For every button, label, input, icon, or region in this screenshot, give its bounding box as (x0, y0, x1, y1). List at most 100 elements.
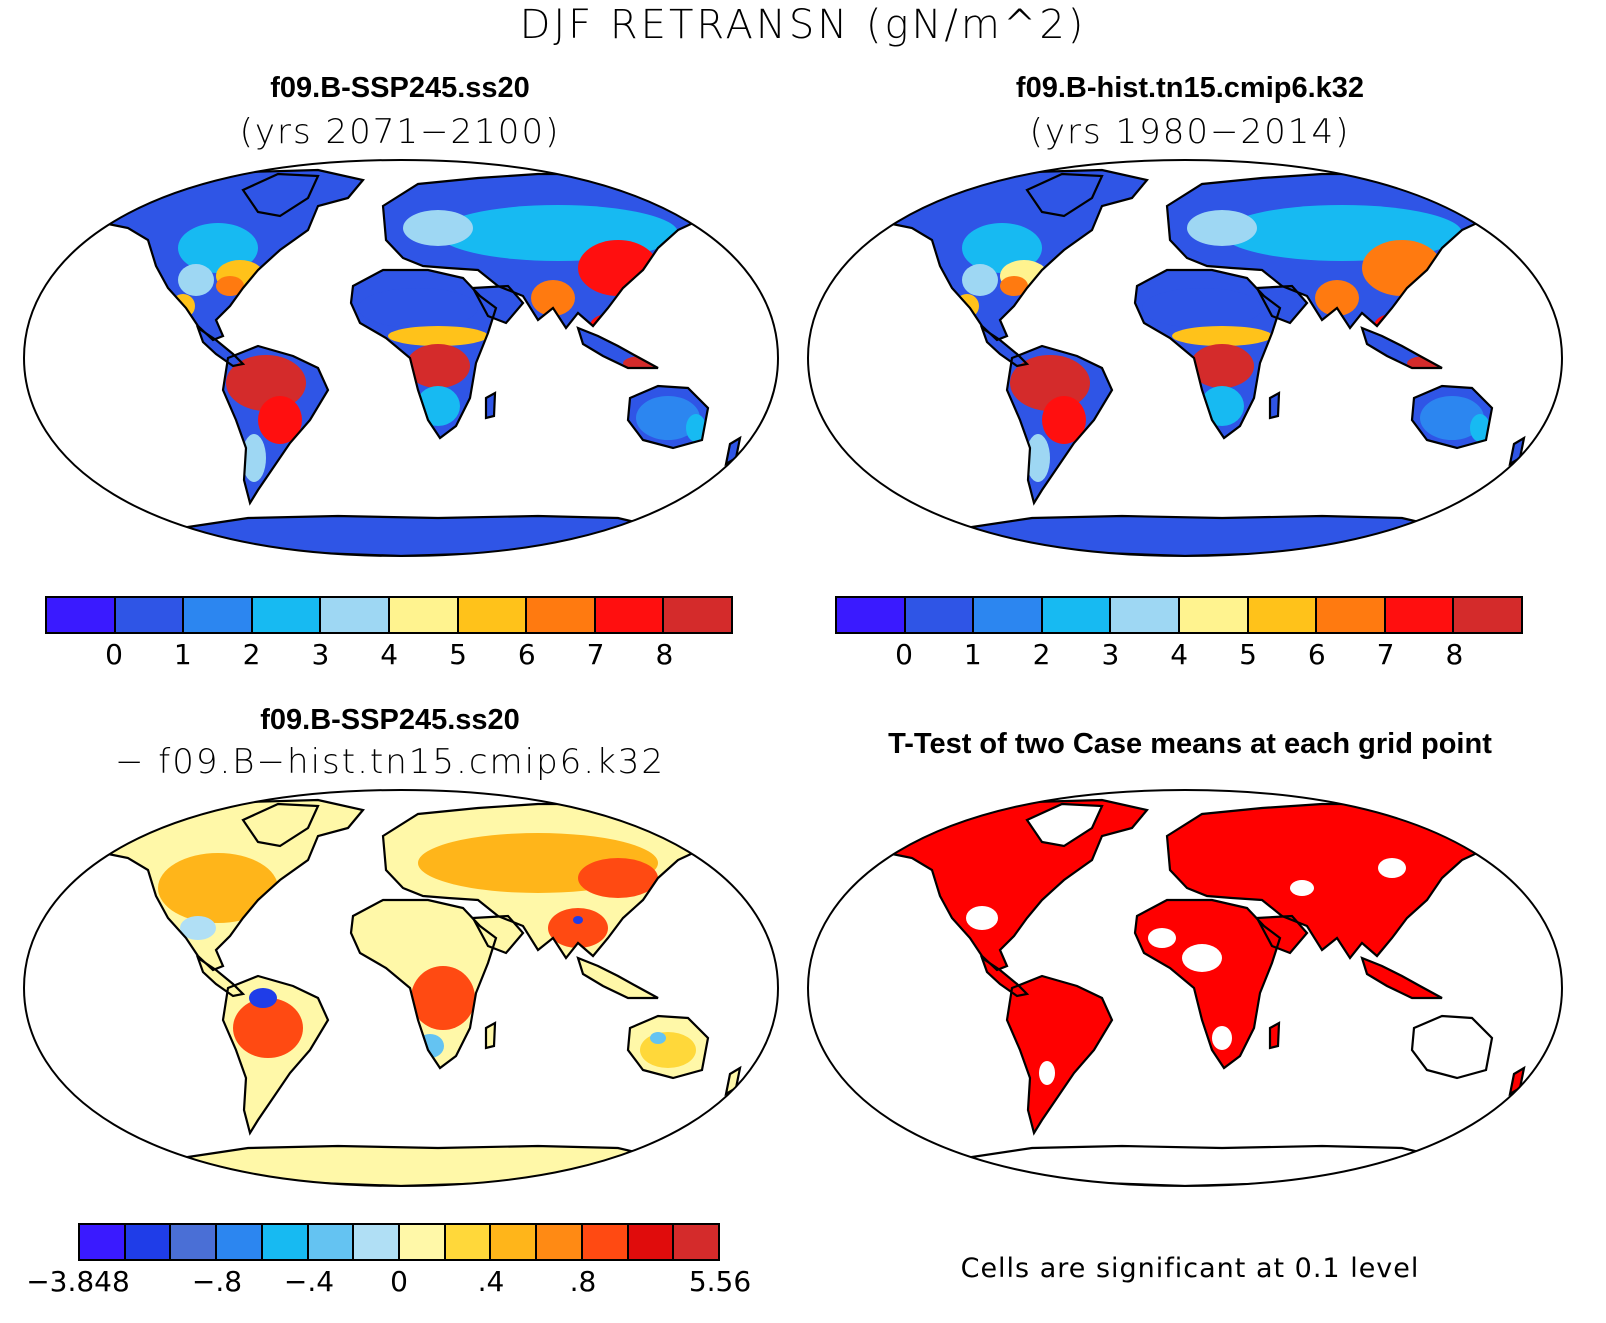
australia-interior (1420, 396, 1484, 440)
colorbar-swatch (628, 1225, 675, 1259)
colorbar-tick-label: 6 (1307, 638, 1326, 671)
colorbar-tick-label: .8 (569, 1265, 597, 1298)
land-arabia (473, 916, 523, 953)
not-significant-area (1148, 928, 1176, 948)
panel2-map (806, 158, 1564, 558)
coastline-seasia (576, 326, 659, 370)
colorbar-tick-label: .4 (477, 1265, 505, 1298)
not-significant-area (1290, 880, 1314, 896)
china (578, 240, 658, 296)
colorbar-tick-label: 7 (1376, 638, 1395, 671)
panel1-map (22, 158, 780, 558)
colorbar-swatch (582, 1225, 629, 1259)
land-nz (726, 438, 740, 464)
colorbar-tick-label: 8 (655, 638, 674, 671)
land-arabia (1257, 916, 1307, 953)
land-antarctica (952, 1146, 1462, 1186)
colorbar-tick-label: 4 (380, 638, 399, 671)
land-greenland (243, 804, 318, 846)
colorbar-tick-label: 5 (1239, 638, 1257, 671)
colorbar-swatch (308, 1225, 355, 1259)
land-arabia (473, 286, 523, 323)
coastline-seasia (576, 956, 659, 1000)
panel4-significance-note: Cells are significant at 0.1 level (960, 1253, 1420, 1284)
coastline-arabia (471, 284, 525, 325)
colorbar-swatch (47, 598, 116, 632)
panel2-colorbar (835, 596, 1523, 634)
southern-cone (242, 434, 266, 482)
australia-east (1470, 414, 1490, 442)
coastline-na (885, 168, 1150, 342)
amazon-decrease (249, 988, 277, 1008)
colorbar-swatch (537, 1225, 583, 1259)
land-nz (726, 1068, 740, 1094)
bangladesh-decrease (573, 916, 583, 924)
not-significant-area (966, 906, 998, 930)
land-australia (1412, 1016, 1492, 1078)
colorbar-tick-label: 1 (963, 638, 982, 671)
colorbar-tick-label: 3 (311, 638, 330, 671)
colorbar-swatch (262, 1225, 309, 1259)
india (1315, 280, 1359, 316)
colorbar-tick-label: 1 (173, 638, 192, 671)
coastline-africa (349, 268, 498, 440)
panel1-colorbar (45, 596, 733, 634)
coastline-africa (1133, 268, 1282, 440)
sahel (1172, 326, 1272, 346)
colorbar-tick-label: 0 (105, 638, 123, 671)
colorbar-swatch (354, 1225, 401, 1259)
land-antarctica (952, 516, 1462, 556)
coastline-australia (626, 1014, 710, 1080)
coastline-sa (1005, 344, 1114, 506)
coastline-africa (349, 898, 498, 1070)
panel3-subtitle: − f09.B−hist.tn15.cmip6.k32 (114, 742, 666, 782)
coastline-ca (979, 955, 1030, 998)
na-southeast (216, 276, 244, 296)
panel1-title: f09.B-SSP245.ss20 (270, 72, 530, 104)
colorbar-tick-label: −3.848 (26, 1265, 130, 1298)
colorbar-swatch (458, 598, 528, 632)
coastline-australia (1410, 1014, 1494, 1080)
colorbar-swatch (184, 598, 253, 632)
na-southeast (1000, 276, 1028, 296)
map-border (806, 788, 1564, 1188)
colorbar-swatch (171, 1225, 218, 1259)
land-africa (1135, 900, 1280, 1068)
colorbar-tick-label: 5 (449, 638, 467, 671)
australia-cool (650, 1032, 666, 1044)
panel2-colorbar-ticks: 0 1 2 3 4 5 6 7 8 (0, 638, 1606, 678)
panel3-colorbar-ticks: −3.848 −.8 −.4 0 .4 .8 5.56 (0, 1265, 800, 1305)
land-madagascar (1270, 1023, 1279, 1048)
india (531, 280, 575, 316)
coastline-greenland (1025, 172, 1104, 218)
sahara-neutral (358, 920, 468, 956)
colorbar-swatch (1042, 598, 1112, 632)
coastline-greenland (241, 802, 320, 848)
sahara (1142, 288, 1262, 328)
panel2-title: f09.B-hist.tn15.cmip6.k32 (1015, 72, 1365, 104)
colorbar-swatch (445, 1225, 492, 1259)
colorbar-swatch (1111, 598, 1180, 632)
coastline-sa (1005, 974, 1114, 1136)
not-significant-area (1212, 1026, 1232, 1050)
land-madagascar (1270, 393, 1279, 418)
coastline-na (101, 798, 366, 972)
central-africa (411, 966, 475, 1030)
colorbar-swatch (400, 1225, 446, 1259)
panel3-title: f09.B-SSP245.ss20 (260, 704, 520, 736)
brazil-south (258, 396, 302, 444)
colorbar-swatch (125, 1225, 172, 1259)
colorbar-tick-label: 5.56 (688, 1265, 752, 1298)
sa-warm (233, 998, 303, 1058)
land-sa (1007, 976, 1112, 1133)
coastline-australia (626, 384, 710, 450)
panel4-title: T-Test of two Case means at each grid po… (888, 728, 1492, 760)
coastline-madagascar (484, 391, 497, 420)
land-nz (1510, 438, 1524, 464)
coastline-arabia (1255, 914, 1309, 955)
europe (1187, 210, 1257, 246)
figure-title: DJF RETRANSN (gN/m^2) (519, 2, 1087, 48)
australia-east (686, 414, 706, 442)
not-significant-area (1182, 944, 1222, 972)
colorbar-swatch (1454, 598, 1521, 632)
